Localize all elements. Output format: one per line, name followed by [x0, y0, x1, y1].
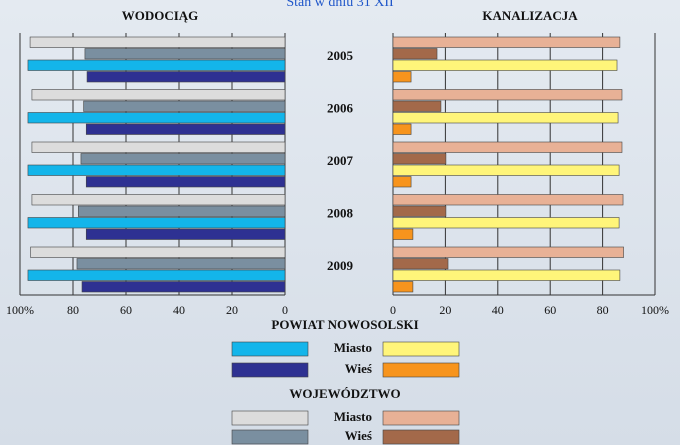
bar	[84, 48, 286, 60]
category-label: 2007	[327, 153, 354, 168]
legend-group-title: WOJEWÓDZTWO	[289, 386, 400, 401]
legend-label: Miasto	[334, 340, 372, 355]
legend-label: Wieś	[345, 428, 372, 443]
bar	[27, 164, 286, 176]
bar	[27, 59, 286, 71]
x-tick-label: 20	[439, 303, 451, 317]
bar	[85, 123, 286, 135]
bar	[392, 123, 412, 135]
category-label: 2009	[327, 258, 354, 273]
bar	[31, 141, 286, 153]
chart-title: Stan w dniu 31 XII	[286, 0, 394, 10]
bar	[30, 246, 286, 258]
x-tick-label: 100%	[641, 303, 669, 317]
bar	[27, 112, 286, 124]
x-tick-label: 0	[282, 303, 288, 317]
legend-label: Wieś	[345, 361, 372, 376]
legend-swatch	[382, 429, 460, 445]
bar	[392, 141, 623, 153]
bar	[81, 281, 286, 293]
bar	[392, 194, 624, 206]
x-tick-label: 60	[120, 303, 132, 317]
bar	[392, 228, 414, 240]
x-tick-label: 100%	[6, 303, 34, 317]
legend-swatch	[231, 410, 309, 426]
legend-swatch	[382, 341, 460, 357]
bar	[31, 89, 286, 101]
legend-swatch	[231, 429, 309, 445]
bar	[392, 217, 620, 229]
bar	[392, 59, 618, 71]
bar	[392, 71, 412, 83]
x-tick-label: 0	[390, 303, 396, 317]
bar	[392, 205, 447, 217]
bar	[27, 217, 286, 229]
bar	[78, 205, 286, 217]
legend-swatch	[231, 362, 309, 378]
bar	[83, 100, 286, 112]
bar	[392, 100, 442, 112]
bar	[392, 176, 412, 188]
x-tick-label: 40	[492, 303, 504, 317]
bar	[85, 176, 286, 188]
bar	[76, 258, 286, 270]
legend-group-title: POWIAT NOWOSOLSKI	[271, 317, 418, 332]
panel-title: KANALIZACJA	[482, 8, 578, 23]
legend-label: Miasto	[334, 409, 372, 424]
bar	[392, 164, 620, 176]
bar	[31, 194, 286, 206]
bar	[86, 71, 286, 83]
bar	[392, 36, 621, 48]
bar	[392, 269, 621, 281]
bar	[392, 258, 449, 270]
category-label: 2006	[327, 100, 354, 115]
x-tick-label: 80	[67, 303, 79, 317]
x-tick-label: 60	[544, 303, 556, 317]
legend-swatch	[382, 410, 460, 426]
legend-swatch	[231, 341, 309, 357]
bar	[392, 89, 623, 101]
x-tick-label: 20	[226, 303, 238, 317]
bar	[392, 112, 619, 124]
bar	[80, 153, 286, 165]
category-label: 2008	[327, 205, 354, 220]
bar	[392, 48, 438, 60]
x-tick-label: 40	[173, 303, 185, 317]
category-label: 2005	[327, 48, 354, 63]
legend-swatch	[382, 362, 460, 378]
panel-title: WODOCIĄG	[122, 8, 199, 23]
bar	[29, 36, 286, 48]
bar	[85, 228, 286, 240]
bar	[27, 269, 286, 281]
x-tick-label: 80	[597, 303, 609, 317]
bar	[392, 153, 447, 165]
bar	[392, 281, 414, 293]
bar	[392, 246, 624, 258]
